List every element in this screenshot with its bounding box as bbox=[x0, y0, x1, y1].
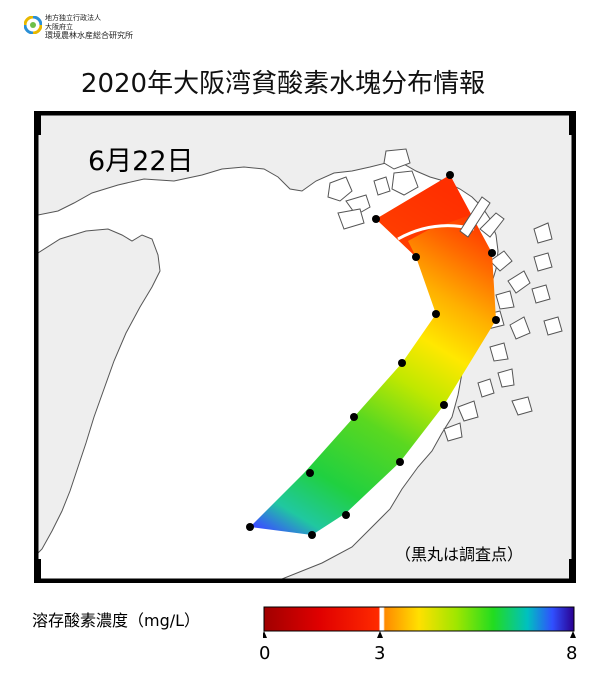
tick-marker-3 bbox=[377, 631, 383, 638]
survey-point bbox=[446, 171, 454, 179]
survey-points bbox=[246, 171, 500, 539]
org-line-2: 大阪府立 bbox=[45, 23, 73, 31]
map-frame bbox=[34, 111, 576, 583]
survey-point bbox=[396, 458, 404, 466]
institute-logo: 地方独立行政法人 大阪府立 環境農林水産総合研究所 bbox=[24, 14, 164, 44]
color-scale-bar bbox=[263, 606, 576, 638]
survey-point bbox=[492, 316, 500, 324]
jetty-structure bbox=[459, 196, 491, 238]
awaji-island bbox=[38, 228, 161, 554]
survey-point bbox=[372, 215, 380, 223]
survey-point bbox=[306, 469, 314, 477]
survey-point bbox=[308, 531, 316, 539]
color-gradient bbox=[263, 606, 575, 632]
survey-point bbox=[412, 253, 420, 261]
survey-point bbox=[440, 401, 448, 409]
survey-point bbox=[432, 310, 440, 318]
org-line-1: 地方独立行政法人 bbox=[45, 14, 101, 22]
legend-title: 溶存酸素濃度（mg/L） bbox=[32, 611, 201, 630]
survey-point bbox=[398, 359, 406, 367]
logo-emblem-icon bbox=[24, 16, 42, 34]
org-line-3: 環境農林水産総合研究所 bbox=[45, 31, 133, 40]
survey-points-note: （黒丸は調査点） bbox=[395, 545, 524, 564]
tick-marker-0 bbox=[263, 631, 267, 638]
tick-marker-8 bbox=[570, 631, 576, 638]
survey-date: 6月22日 bbox=[88, 146, 194, 177]
survey-point bbox=[488, 249, 496, 257]
oxygen-distribution-area bbox=[250, 175, 496, 535]
osaka-bay-map bbox=[34, 111, 576, 583]
legend-tick-0: 0 bbox=[259, 643, 271, 664]
reclaimed-islands bbox=[327, 148, 563, 442]
mainland-landmass bbox=[38, 115, 572, 579]
survey-point bbox=[342, 511, 350, 519]
page-title: 2020年大阪湾貧酸素水塊分布情報 bbox=[80, 69, 486, 99]
legend-tick-8: 8 bbox=[566, 643, 578, 664]
legend-tick-3: 3 bbox=[374, 643, 386, 664]
survey-point bbox=[350, 413, 358, 421]
survey-point bbox=[246, 523, 254, 531]
